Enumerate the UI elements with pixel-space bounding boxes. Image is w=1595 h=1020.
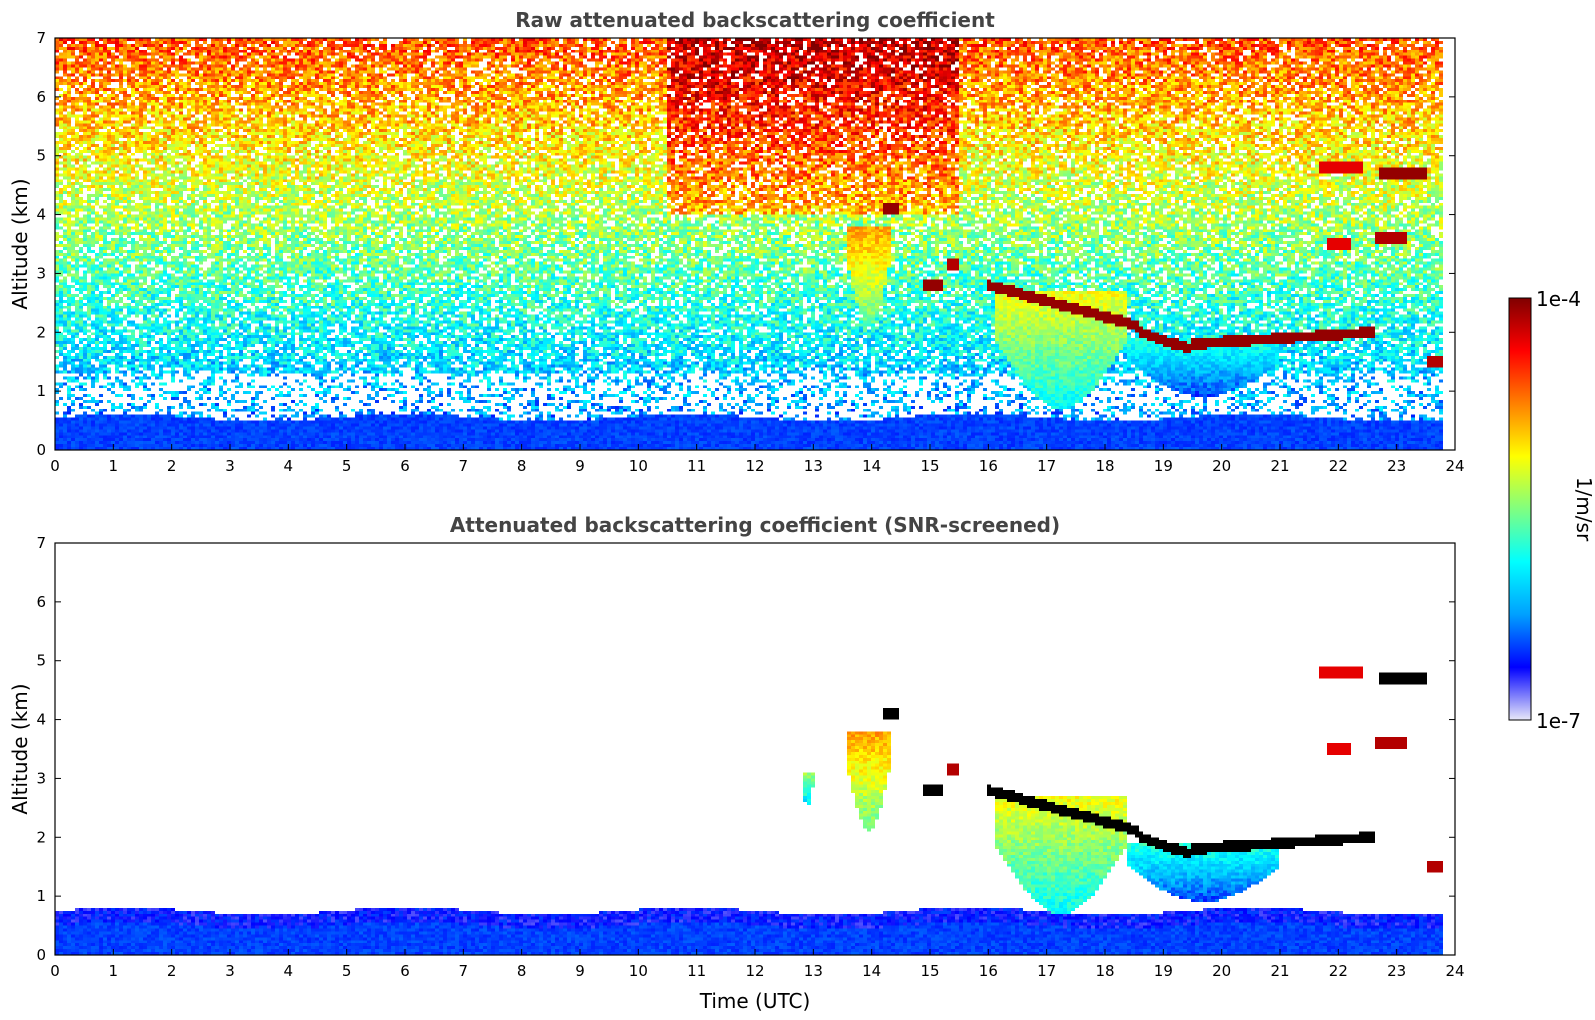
y-tick-label: 0 — [36, 441, 46, 459]
y-tick-label: 5 — [36, 652, 46, 670]
x-tick-label: 21 — [1270, 962, 1289, 980]
x-tick-label: 6 — [400, 962, 410, 980]
panel-screened-y-ticks: 0 1 2 3 4 5 6 7 — [36, 534, 1455, 964]
y-tick-label: 4 — [36, 206, 46, 224]
x-tick-label: 16 — [979, 962, 998, 980]
panel-screened-ylabel: Altitude (km) — [8, 683, 32, 814]
x-tick-label: 11 — [687, 457, 706, 475]
x-tick-label: 21 — [1270, 457, 1289, 475]
x-tick-label: 7 — [459, 457, 469, 475]
panel-raw-y-ticks: 0 1 2 3 4 5 6 7 — [36, 29, 1455, 459]
panel-screened: Attenuated backscattering coefficient (S… — [8, 513, 1465, 1013]
x-tick-label: 5 — [342, 962, 352, 980]
x-tick-label: 12 — [745, 962, 764, 980]
x-tick-label: 19 — [1154, 962, 1173, 980]
x-tick-label: 20 — [1212, 962, 1231, 980]
x-tick-label: 14 — [862, 457, 881, 475]
y-tick-label: 3 — [36, 769, 46, 787]
x-tick-label: 10 — [629, 962, 648, 980]
x-tick-label: 9 — [575, 457, 585, 475]
x-tick-label: 5 — [342, 457, 352, 475]
x-tick-label: 20 — [1212, 457, 1231, 475]
x-tick-label: 12 — [745, 457, 764, 475]
panel-raw-x-ticks: 0 1 2 3 4 5 6 7 8 9 10 11 12 13 14 15 16 17 18 19 20 21 22 23 24 — [50, 444, 1465, 475]
x-tick-label: 4 — [284, 457, 294, 475]
x-tick-label: 13 — [804, 962, 823, 980]
x-tick-label: 2 — [167, 457, 177, 475]
panel-raw: Raw attenuated backscattering coefficien… — [8, 8, 1465, 475]
x-tick-label: 22 — [1329, 457, 1348, 475]
x-tick-label: 24 — [1445, 962, 1464, 980]
x-tick-label: 22 — [1329, 962, 1348, 980]
y-tick-label: 1 — [36, 887, 46, 905]
x-tick-label: 3 — [225, 962, 235, 980]
x-tick-label: 19 — [1154, 457, 1173, 475]
y-tick-label: 0 — [36, 946, 46, 964]
colorbar-min-label: 1e-7 — [1536, 709, 1581, 733]
panel-screened-heatmap — [55, 543, 1455, 955]
x-tick-label: 16 — [979, 457, 998, 475]
colorbar-label: 1/m/sr — [1572, 477, 1595, 542]
y-tick-label: 6 — [36, 593, 46, 611]
x-tick-label: 6 — [400, 457, 410, 475]
x-tick-label: 8 — [517, 962, 527, 980]
y-tick-label: 7 — [36, 29, 46, 47]
colorbar-max-label: 1e-4 — [1536, 287, 1581, 311]
x-tick-label: 15 — [920, 962, 939, 980]
x-tick-label: 8 — [517, 457, 527, 475]
x-tick-label: 13 — [804, 457, 823, 475]
y-tick-label: 5 — [36, 147, 46, 165]
y-tick-label: 2 — [36, 323, 46, 341]
x-tick-label: 17 — [1037, 962, 1056, 980]
x-tick-label: 2 — [167, 962, 177, 980]
colorbar-bar — [1508, 297, 1532, 721]
panel-screened-title: Attenuated backscattering coefficient (S… — [450, 513, 1060, 537]
x-tick-label: 11 — [687, 962, 706, 980]
p0-img-raster — [55, 38, 1455, 450]
x-tick-label: 4 — [284, 962, 294, 980]
x-tick-label: 18 — [1095, 962, 1114, 980]
panel-raw-ylabel: Altitude (km) — [8, 178, 32, 309]
x-tick-label: 1 — [109, 457, 119, 475]
panel-screened-x-ticks: 0 1 2 3 4 5 6 7 8 9 10 11 12 13 14 15 16 17 18 19 20 21 22 23 24 — [50, 949, 1465, 980]
x-tick-label: 18 — [1095, 457, 1114, 475]
x-tick-label: 17 — [1037, 457, 1056, 475]
x-tick-label: 23 — [1387, 457, 1406, 475]
x-tick-label: 0 — [50, 962, 60, 980]
x-tick-label: 7 — [459, 962, 469, 980]
p1-img-raster — [55, 543, 1455, 955]
y-tick-label: 3 — [36, 264, 46, 282]
y-tick-label: 1 — [36, 382, 46, 400]
colorbar: 1e-4 1e-7 1/m/sr — [1508, 287, 1595, 733]
y-tick-label: 7 — [36, 534, 46, 552]
y-tick-label: 2 — [36, 828, 46, 846]
x-tick-label: 23 — [1387, 962, 1406, 980]
x-tick-label: 15 — [920, 457, 939, 475]
panel-raw-title: Raw attenuated backscattering coefficien… — [515, 8, 995, 32]
x-tick-label: 10 — [629, 457, 648, 475]
x-tick-label: 0 — [50, 457, 60, 475]
x-tick-label: 24 — [1445, 457, 1464, 475]
x-tick-label: 9 — [575, 962, 585, 980]
y-tick-label: 6 — [36, 88, 46, 106]
x-tick-label: 1 — [109, 962, 119, 980]
x-tick-label: 3 — [225, 457, 235, 475]
panel-raw-heatmap — [55, 38, 1455, 450]
panel-screened-xlabel: Time (UTC) — [699, 989, 811, 1013]
x-tick-label: 14 — [862, 962, 881, 980]
y-tick-label: 4 — [36, 711, 46, 729]
